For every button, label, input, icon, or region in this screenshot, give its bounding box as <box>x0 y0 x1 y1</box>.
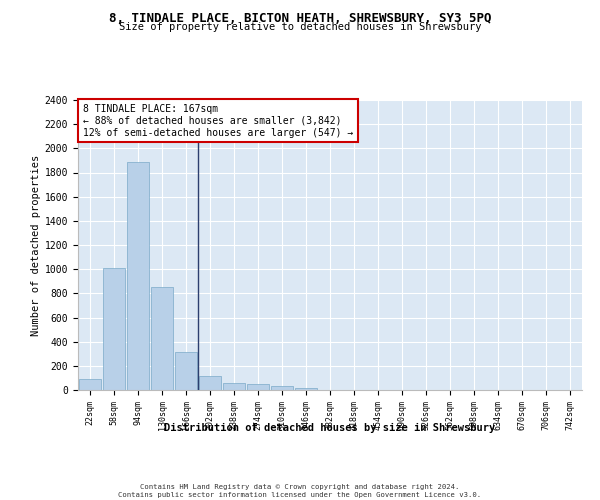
Bar <box>247 384 269 390</box>
Bar <box>199 376 221 390</box>
Text: Contains HM Land Registry data © Crown copyright and database right 2024.
Contai: Contains HM Land Registry data © Crown c… <box>118 484 482 498</box>
Bar <box>295 388 317 390</box>
Text: 8, TINDALE PLACE, BICTON HEATH, SHREWSBURY, SY3 5PQ: 8, TINDALE PLACE, BICTON HEATH, SHREWSBU… <box>109 12 491 26</box>
Bar <box>103 268 125 390</box>
Bar <box>223 383 245 390</box>
Bar <box>127 162 149 390</box>
Text: 8 TINDALE PLACE: 167sqm
← 88% of detached houses are smaller (3,842)
12% of semi: 8 TINDALE PLACE: 167sqm ← 88% of detache… <box>83 104 353 138</box>
Text: Distribution of detached houses by size in Shrewsbury: Distribution of detached houses by size … <box>164 422 496 432</box>
Bar <box>79 378 101 390</box>
Bar <box>151 286 173 390</box>
Text: Size of property relative to detached houses in Shrewsbury: Size of property relative to detached ho… <box>119 22 481 32</box>
Bar <box>175 352 197 390</box>
Bar <box>271 386 293 390</box>
Y-axis label: Number of detached properties: Number of detached properties <box>31 154 41 336</box>
